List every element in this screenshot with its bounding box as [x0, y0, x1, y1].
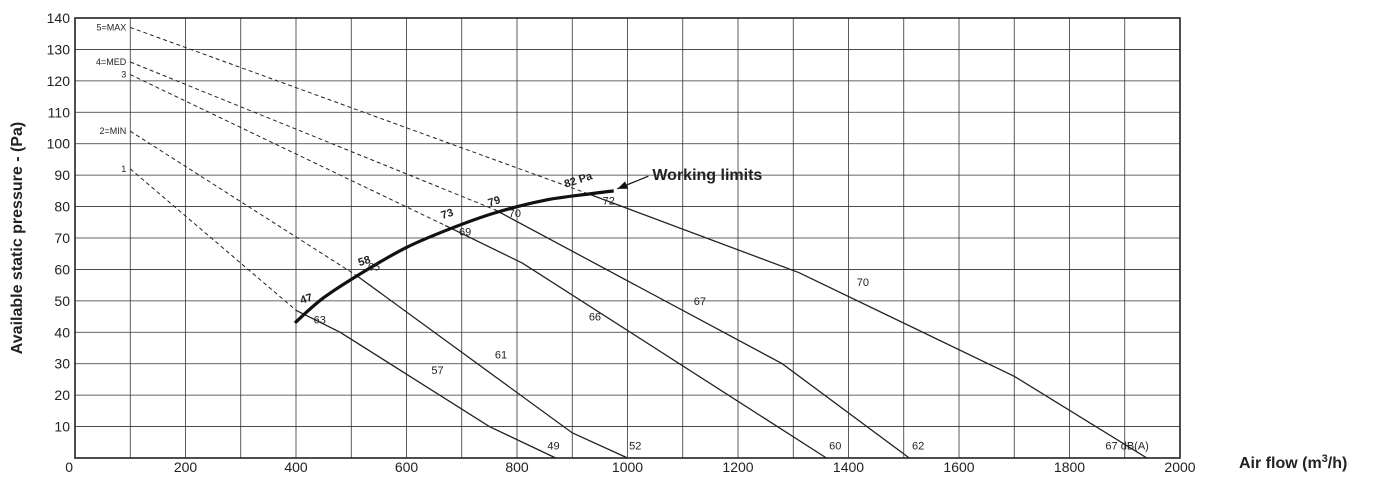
noise-level-label: 57 [431, 365, 443, 377]
y-tick-label: 130 [47, 41, 71, 57]
series-line [494, 209, 910, 459]
extrapolated-line [130, 74, 446, 226]
y-tick-label: 10 [54, 419, 70, 435]
extrapolated-line [129, 130, 358, 277]
noise-level-label: 70 [857, 277, 869, 289]
speed-setting-label: 1 [121, 164, 126, 174]
noise-level-label: 69 [459, 227, 471, 239]
working-limit-curve [293, 189, 614, 325]
y-axis-label: Available static pressure - (Pa) [9, 122, 26, 354]
working-limit-label: 47 [299, 292, 314, 307]
noise-level-label: 63 [314, 315, 326, 327]
y-tick-label: 50 [54, 293, 70, 309]
y-tick-label: 100 [47, 136, 71, 152]
y-tick-label: 110 [48, 104, 71, 120]
x-tick-label: 600 [395, 459, 419, 475]
x-axis-label-end: /h) [1328, 455, 1348, 472]
y-tick-label: 120 [47, 73, 71, 89]
noise-level-label: 49 [547, 440, 559, 452]
x-tick-label: 1600 [943, 459, 974, 475]
annotation-arrow-head [617, 181, 629, 189]
plot-frame [74, 17, 1181, 459]
working-limit-label: 58 [357, 254, 372, 269]
series-line [444, 224, 827, 459]
noise-level-label: 61 [495, 349, 507, 361]
speed-setting-label: 4=MED [96, 57, 127, 67]
working-limit-label: 73 [440, 207, 455, 222]
series-line [588, 193, 1148, 459]
extrapolated-line [129, 168, 297, 311]
grid-lines [75, 18, 1180, 458]
x-tick-label: 800 [505, 459, 529, 475]
y-tick-label: 30 [54, 356, 70, 372]
y-tick-label: 80 [54, 199, 70, 215]
x-axis-label-sup: 3 [1322, 453, 1328, 465]
axes: 0 200 400 600 800 1000 1200 1400 1600 1800 2000 10 2… [47, 10, 1196, 475]
noise-level-label: 72 [603, 195, 615, 207]
series-line [295, 309, 556, 459]
noise-level-label: 52 [629, 440, 641, 452]
x-tick-label: 0 [65, 459, 73, 475]
working-limit-curve-group [293, 189, 614, 325]
extrapolated-line [130, 61, 496, 211]
curve-labels: 1 2=MIN 3 4=MED 5=MAX 63 57 49 65 61 52 69 66 60 70 67 6… [96, 22, 1149, 452]
speed-setting-label: 5=MAX [96, 22, 126, 32]
y-tick-label: 90 [54, 167, 70, 183]
x-axis-label: Air flow (m3/h) [1239, 453, 1347, 472]
working-limits-annotation: Working limits [652, 167, 762, 184]
noise-level-label: 67 dB(A) [1105, 440, 1148, 452]
x-tick-label: 400 [284, 459, 308, 475]
noise-level-label: 67 [694, 296, 706, 308]
x-tick-label: 1400 [833, 459, 864, 475]
noise-level-label: 65 [368, 261, 380, 273]
series-line [356, 275, 628, 459]
noise-level-label: 60 [829, 440, 841, 452]
noise-level-label: 70 [509, 208, 521, 220]
y-tick-label: 20 [54, 387, 70, 403]
speed-setting-label: 3 [121, 70, 126, 80]
working-limit-label: 82 Pa [563, 170, 595, 191]
x-tick-label: 1800 [1054, 459, 1085, 475]
x-axis-label-main: Air flow (m [1239, 455, 1322, 472]
y-tick-label: 70 [54, 230, 70, 246]
x-tick-label: 1000 [612, 459, 643, 475]
y-tick-label: 60 [54, 261, 70, 277]
noise-level-label: 62 [912, 440, 924, 452]
x-tick-label: 2000 [1164, 459, 1195, 475]
speed-setting-label: 2=MIN [99, 126, 126, 136]
extrapolated-speed-lines [129, 26, 589, 311]
x-tick-label: 1200 [722, 459, 753, 475]
speed-curves [295, 193, 1148, 459]
x-tick-label: 200 [174, 459, 198, 475]
extrapolated-line [130, 26, 589, 195]
noise-level-label: 66 [589, 312, 601, 324]
y-tick-label: 140 [47, 10, 71, 26]
working-limit-label: 79 [487, 194, 502, 209]
y-tick-label: 40 [54, 324, 70, 340]
